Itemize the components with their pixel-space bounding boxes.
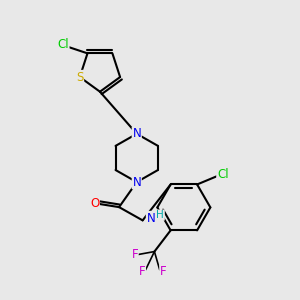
Text: F: F bbox=[139, 265, 145, 278]
Text: N: N bbox=[132, 127, 141, 140]
Text: S: S bbox=[76, 70, 83, 84]
Text: N: N bbox=[146, 212, 155, 224]
Text: N: N bbox=[132, 176, 141, 189]
Text: F: F bbox=[160, 265, 166, 278]
Text: F: F bbox=[131, 248, 138, 261]
Text: O: O bbox=[90, 197, 99, 210]
Text: Cl: Cl bbox=[217, 168, 229, 181]
Text: H: H bbox=[156, 210, 164, 220]
Text: Cl: Cl bbox=[57, 38, 69, 51]
